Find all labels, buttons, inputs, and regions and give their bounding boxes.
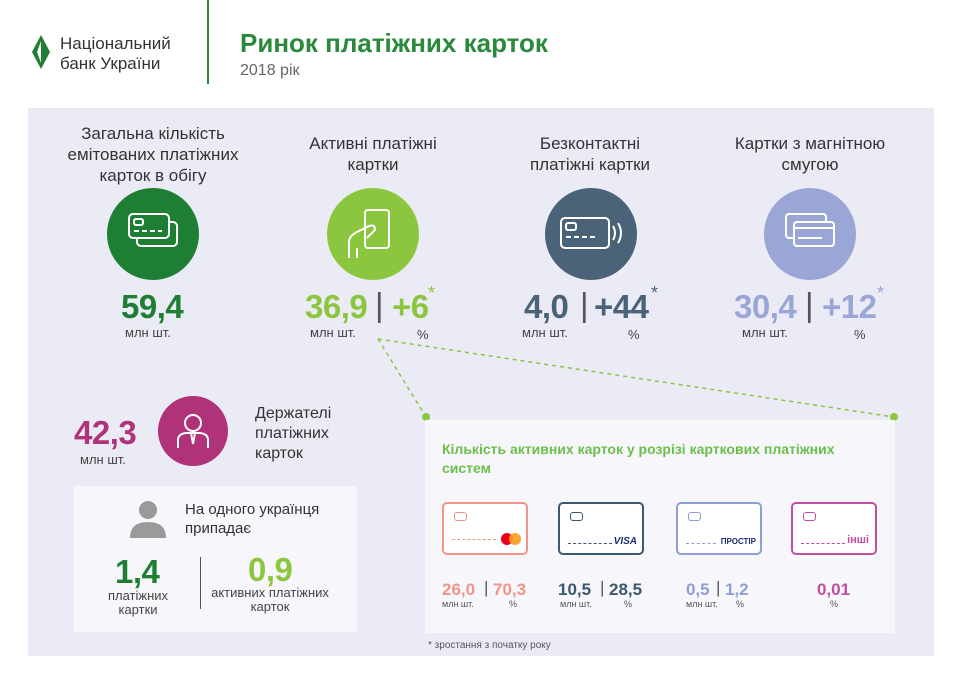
total-cards-unit: млн шт. bbox=[125, 325, 171, 340]
prostir-card: ПРОСТІР bbox=[676, 502, 762, 555]
mastercard-value: 26,0 bbox=[442, 580, 476, 599]
prostir-logo: ПРОСТІР bbox=[720, 537, 756, 546]
magstripe-cards-growth-unit: % bbox=[854, 327, 866, 342]
mastercard-unit: млн шт. bbox=[442, 599, 474, 609]
other-value: 0,01 bbox=[817, 580, 851, 599]
cards-icon bbox=[128, 213, 178, 247]
prostir-value: 0,5 bbox=[686, 580, 710, 599]
category-title: Загальна кількість емітованих платіжних … bbox=[67, 124, 239, 185]
connector-lines bbox=[377, 338, 898, 421]
chip-icon bbox=[454, 512, 467, 521]
active-cards-unit: млн шт. bbox=[310, 325, 356, 340]
holders-value: 42,3 bbox=[74, 414, 137, 451]
mastercard-logo-icon bbox=[501, 533, 521, 545]
chip-icon bbox=[570, 512, 583, 521]
magstripe-cards-growth: +12 bbox=[822, 288, 877, 325]
prostir-pct: % bbox=[736, 599, 745, 609]
person-icon bbox=[177, 414, 209, 448]
separator: | bbox=[580, 286, 589, 323]
asterisk: * bbox=[428, 283, 436, 303]
per-person-divider bbox=[200, 557, 201, 609]
card-number-line bbox=[801, 543, 845, 544]
magstripe-cards-circle bbox=[764, 188, 856, 280]
per-person-box bbox=[74, 486, 357, 632]
prostir-unit: млн шт. bbox=[686, 599, 718, 609]
contactless-cards-growth-unit: % bbox=[628, 327, 640, 342]
nbu-logo-icon bbox=[32, 35, 50, 69]
category-contactless: Безконтактні платіжні картки bbox=[490, 133, 690, 175]
category-total: Загальна кількість емітованих платіжних … bbox=[53, 123, 253, 186]
category-magstripe: Картки з магнітною смугою bbox=[710, 133, 910, 175]
mastercard-pct: % bbox=[509, 599, 518, 609]
separator: | bbox=[805, 286, 814, 323]
total-cards-circle bbox=[107, 188, 199, 280]
magstripe-cards-unit: млн шт. bbox=[742, 325, 788, 340]
mastercard-card bbox=[442, 502, 528, 555]
visa-card: VISA bbox=[558, 502, 644, 555]
hand-card-icon bbox=[348, 209, 390, 258]
holders-unit: млн шт. bbox=[80, 452, 126, 467]
mastercard-share: 70,3 bbox=[493, 580, 527, 599]
category-active: Активні платіжні картки bbox=[273, 133, 473, 175]
per-person-cards-value: 1,4 bbox=[115, 553, 160, 590]
per-person-active-value: 0,9 bbox=[248, 551, 293, 588]
page-title: Ринок платіжних карток bbox=[240, 28, 548, 58]
prostir-share: 1,2 bbox=[725, 580, 749, 599]
active-cards-value: 36,9 bbox=[305, 288, 368, 325]
asterisk: * bbox=[651, 283, 659, 303]
active-cards-growth-unit: % bbox=[417, 327, 429, 342]
separator: | bbox=[716, 578, 721, 597]
visa-share: 28,5 bbox=[609, 580, 643, 599]
other-card: інші bbox=[791, 502, 877, 555]
other-logo: інші bbox=[847, 534, 869, 546]
visa-pct: % bbox=[624, 599, 633, 609]
contactless-cards-circle bbox=[545, 188, 637, 280]
separator: | bbox=[375, 286, 384, 323]
holders-label: Держателі платіжних карток bbox=[255, 405, 332, 462]
category-title: Картки з магнітною смугою bbox=[734, 134, 886, 174]
other-pct: % bbox=[830, 599, 839, 609]
visa-logo: VISA bbox=[613, 536, 637, 547]
chip-icon bbox=[803, 512, 816, 521]
active-cards-circle bbox=[327, 188, 419, 280]
per-person-active-label: активних платіжних карток bbox=[211, 585, 329, 614]
magstripe-cards-value: 30,4 bbox=[734, 288, 797, 325]
magstripe-card-icon bbox=[785, 213, 835, 247]
category-title: Активні платіжні картки bbox=[309, 134, 437, 174]
header-divider bbox=[207, 0, 209, 84]
card-number-line bbox=[568, 543, 612, 544]
category-title: Безконтактні платіжні картки bbox=[529, 134, 651, 174]
separator: | bbox=[484, 578, 489, 597]
total-cards-value: 59,4 bbox=[121, 288, 184, 325]
card-number-line bbox=[452, 539, 496, 540]
contactless-card-icon bbox=[560, 217, 622, 249]
separator: | bbox=[600, 578, 605, 597]
footnote: * зростання з початку року bbox=[428, 640, 551, 651]
bank-name-line2: банк України bbox=[60, 54, 161, 73]
chip-icon bbox=[688, 512, 701, 521]
visa-value: 10,5 bbox=[558, 580, 592, 599]
contactless-cards-growth: +44 bbox=[594, 288, 649, 325]
card-number-line bbox=[686, 543, 716, 544]
per-person-cards-label: платіжних картки bbox=[107, 588, 169, 617]
page-subtitle: 2018 рік bbox=[240, 62, 300, 79]
bank-name-line1: Національний bbox=[60, 34, 171, 53]
bank-name: Національний банк України bbox=[60, 34, 171, 74]
payment-systems-title: Кількість активних карток у розрізі карт… bbox=[442, 441, 835, 476]
visa-unit: млн шт. bbox=[560, 599, 592, 609]
person-silhouette-icon bbox=[130, 501, 166, 538]
per-person-title: На одного українця припадає bbox=[185, 501, 320, 537]
holders-circle bbox=[158, 396, 228, 466]
contactless-cards-unit: млн шт. bbox=[522, 325, 568, 340]
contactless-cards-value: 4,0 bbox=[524, 288, 569, 325]
active-cards-growth: +6 bbox=[392, 288, 429, 325]
asterisk: * bbox=[877, 283, 885, 303]
